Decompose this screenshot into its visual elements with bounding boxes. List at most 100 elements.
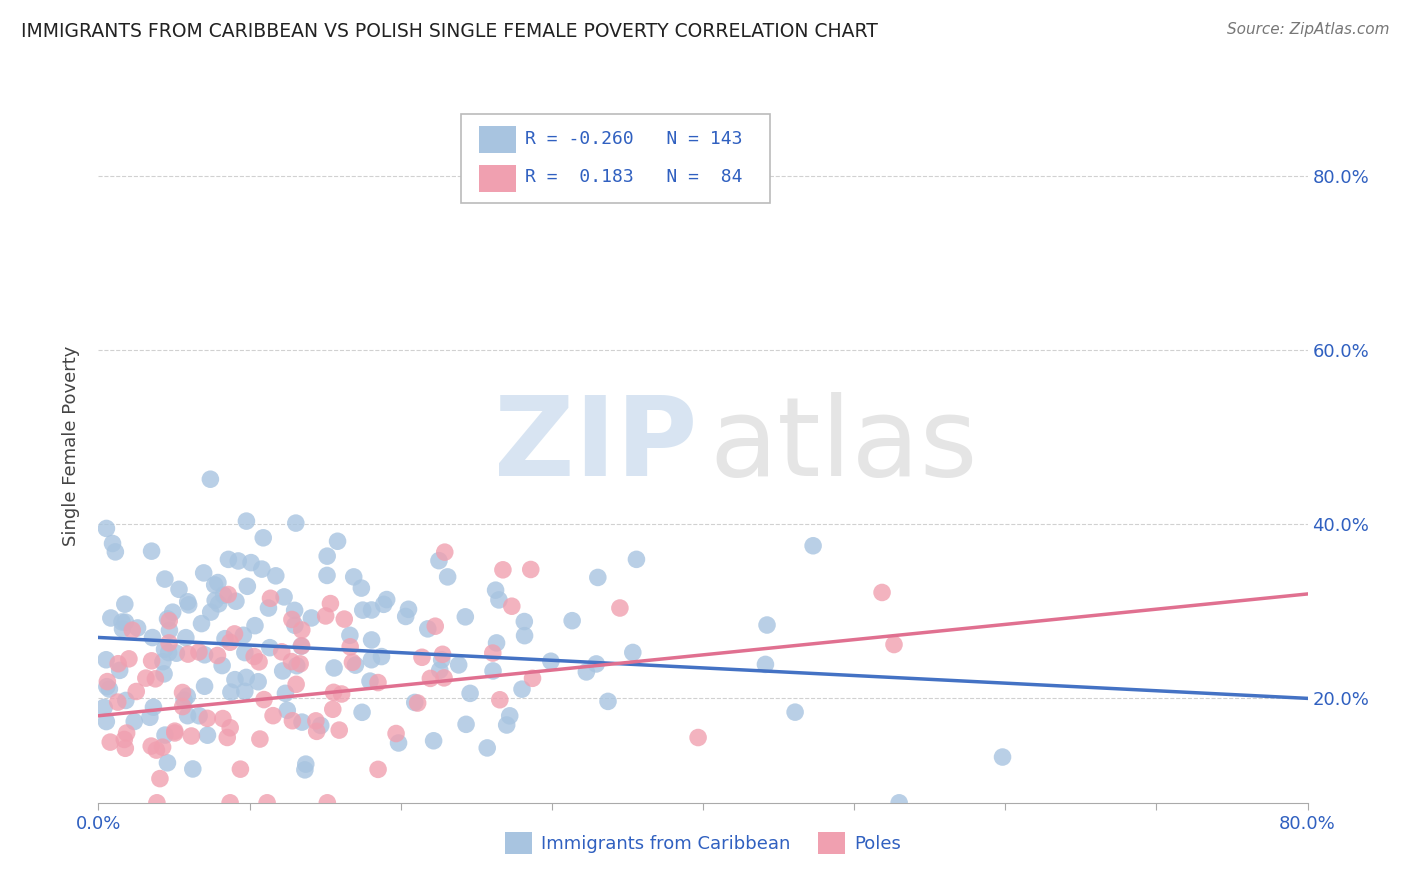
Point xyxy=(488,692,510,706)
Point xyxy=(176,689,198,703)
Point xyxy=(146,796,169,810)
Point xyxy=(432,648,454,662)
Point xyxy=(280,655,302,669)
Point xyxy=(342,656,364,670)
Point xyxy=(98,682,121,697)
Point xyxy=(294,757,316,772)
FancyBboxPatch shape xyxy=(461,114,769,203)
Point xyxy=(575,665,598,679)
Point xyxy=(200,605,222,619)
Point xyxy=(482,664,505,678)
Point xyxy=(281,612,304,626)
Point xyxy=(375,592,398,607)
Point xyxy=(492,563,515,577)
Point xyxy=(889,796,911,810)
Point xyxy=(111,615,134,629)
Point xyxy=(195,711,218,725)
Point xyxy=(291,639,314,653)
Point xyxy=(427,554,450,568)
Point xyxy=(122,714,145,729)
Point xyxy=(172,685,194,699)
Point xyxy=(152,655,174,669)
Point xyxy=(165,646,187,660)
Point xyxy=(688,731,710,745)
Point xyxy=(172,699,194,714)
Point xyxy=(193,566,215,580)
Point xyxy=(121,624,143,638)
Point xyxy=(477,740,499,755)
Point xyxy=(204,593,226,607)
Point xyxy=(257,601,280,615)
Point xyxy=(235,514,257,528)
Point xyxy=(271,664,294,678)
Point xyxy=(152,740,174,755)
Point xyxy=(243,649,266,664)
Point xyxy=(249,732,271,747)
Point xyxy=(326,534,349,549)
Point xyxy=(156,756,179,770)
Point xyxy=(259,640,281,655)
Point xyxy=(274,686,297,700)
Point xyxy=(333,612,356,626)
Point xyxy=(247,655,270,669)
Point xyxy=(219,721,242,735)
Point xyxy=(488,593,510,607)
Point xyxy=(316,796,339,810)
Point xyxy=(322,685,344,699)
Point xyxy=(114,693,136,707)
Point xyxy=(288,657,311,671)
Point xyxy=(118,652,141,666)
Point xyxy=(429,663,451,677)
Point xyxy=(217,588,239,602)
Point xyxy=(350,581,373,595)
Point xyxy=(316,568,339,582)
Point xyxy=(309,718,332,732)
Point xyxy=(153,642,176,657)
Point xyxy=(219,796,242,810)
Point xyxy=(229,762,252,776)
Point xyxy=(141,544,163,558)
Point xyxy=(163,724,186,739)
Point xyxy=(406,696,429,710)
Point xyxy=(159,624,181,638)
Point xyxy=(485,636,508,650)
Point xyxy=(754,657,776,672)
Point xyxy=(180,729,202,743)
Point xyxy=(233,684,256,698)
Point xyxy=(111,622,134,636)
Point xyxy=(404,696,426,710)
Y-axis label: Single Female Poverty: Single Female Poverty xyxy=(62,346,80,546)
Point xyxy=(212,712,235,726)
Point xyxy=(207,575,229,590)
Point xyxy=(224,673,246,687)
Point xyxy=(225,594,247,608)
Point xyxy=(208,597,231,611)
Point xyxy=(785,705,807,719)
Point xyxy=(250,562,273,576)
Point xyxy=(519,562,541,576)
Point xyxy=(217,731,239,745)
Point xyxy=(290,639,312,653)
Point xyxy=(145,672,167,686)
Point xyxy=(174,631,197,645)
Point xyxy=(419,672,441,686)
Point xyxy=(262,708,284,723)
Point xyxy=(316,549,339,563)
Point xyxy=(163,726,186,740)
Point xyxy=(495,718,517,732)
Point xyxy=(273,590,295,604)
Point xyxy=(247,674,270,689)
Point xyxy=(291,623,314,637)
Point xyxy=(211,658,233,673)
Point xyxy=(101,536,124,550)
Point xyxy=(193,679,215,693)
Point xyxy=(285,658,308,673)
Point xyxy=(756,618,779,632)
Point xyxy=(93,700,115,714)
Point xyxy=(96,674,118,689)
Point xyxy=(149,772,172,786)
Point xyxy=(204,578,226,592)
Point xyxy=(276,703,298,717)
Bar xyxy=(479,126,516,153)
Point xyxy=(96,680,118,694)
